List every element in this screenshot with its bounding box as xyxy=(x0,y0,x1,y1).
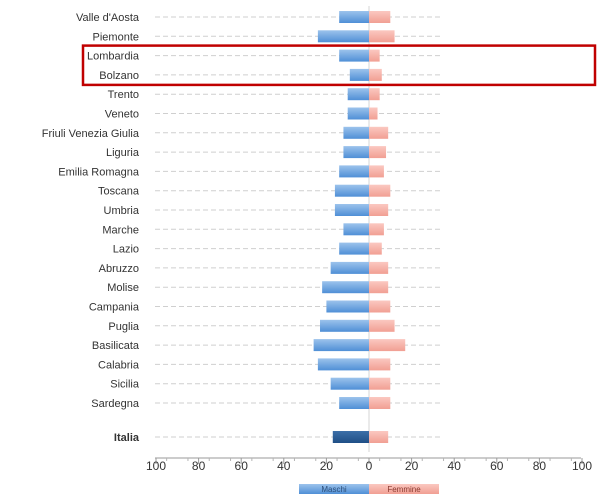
bar-maschi xyxy=(343,126,369,139)
x-tick-label: 0 xyxy=(366,459,373,473)
category-label: Emilia Romagna xyxy=(58,166,140,178)
bar-maschi xyxy=(339,165,369,178)
bar-maschi xyxy=(339,242,369,255)
bar-maschi xyxy=(334,204,369,216)
x-tick-label: 20 xyxy=(320,459,334,473)
bar-femmine xyxy=(369,300,391,313)
bar-maschi xyxy=(349,68,369,81)
bar-maschi xyxy=(326,300,369,313)
category-label: Lazio xyxy=(113,244,139,256)
category-label: Puglia xyxy=(108,321,139,333)
legend-swatch-maschi xyxy=(299,484,369,494)
x-tick-label: 80 xyxy=(533,459,547,473)
bar-maschi xyxy=(322,281,369,294)
category-label: Friuli Venezia Giulia xyxy=(42,128,140,140)
bar-maschi xyxy=(320,319,369,332)
category-label: Liguria xyxy=(106,147,140,159)
bar-maschi xyxy=(334,184,369,197)
bar-femmine xyxy=(369,11,391,23)
bar-femmine xyxy=(369,223,384,236)
bar-maschi xyxy=(317,30,369,43)
legend-swatch-femmine xyxy=(369,484,439,494)
category-label: Veneto xyxy=(105,109,139,121)
x-tick-label: 40 xyxy=(277,459,291,473)
bar-femmine xyxy=(369,146,387,159)
legend-label-femmine: Femmine xyxy=(387,485,421,494)
bar-maschi xyxy=(330,377,369,390)
bar-femmine xyxy=(369,88,380,101)
legend-label-maschi: Maschi xyxy=(321,485,347,494)
bar-maschi xyxy=(347,88,369,101)
bar-maschi xyxy=(317,358,369,371)
category-label: Abruzzo xyxy=(99,263,139,275)
bar-maschi xyxy=(343,146,369,159)
bar-femmine xyxy=(369,339,406,352)
category-label: Bolzano xyxy=(99,70,139,82)
bar-maschi xyxy=(339,11,369,23)
category-label: Toscana xyxy=(98,186,140,198)
category-label: Trento xyxy=(108,89,139,101)
x-tick-label: 60 xyxy=(235,459,249,473)
bar-femmine xyxy=(369,126,389,139)
bar-maschi xyxy=(332,431,369,443)
category-label: Italia xyxy=(114,432,140,444)
bar-femmine xyxy=(369,319,395,332)
category-label: Molise xyxy=(107,282,139,294)
bar-maschi xyxy=(330,261,369,274)
bar-femmine xyxy=(369,261,389,274)
bar-femmine xyxy=(369,184,391,197)
x-tick-label: 60 xyxy=(490,459,504,473)
bar-maschi xyxy=(339,397,369,409)
bar-femmine xyxy=(369,431,389,443)
bar-maschi xyxy=(343,223,369,236)
bar-maschi xyxy=(347,107,369,120)
bar-femmine xyxy=(369,165,384,178)
bar-femmine xyxy=(369,204,389,216)
category-label: Marche xyxy=(102,224,139,236)
x-tick-label: 20 xyxy=(405,459,419,473)
x-tick-label: 40 xyxy=(448,459,462,473)
bar-femmine xyxy=(369,397,391,409)
x-tick-label: 80 xyxy=(192,459,206,473)
bar-femmine xyxy=(369,358,391,371)
bar-femmine xyxy=(369,107,378,120)
category-label: Basilicata xyxy=(92,340,140,352)
highlight-box xyxy=(81,44,597,87)
category-label: Umbria xyxy=(104,205,140,217)
category-label: Sardegna xyxy=(91,398,140,410)
bar-maschi xyxy=(339,49,369,62)
bar-femmine xyxy=(369,30,395,43)
bar-femmine xyxy=(369,377,391,390)
bar-femmine xyxy=(369,49,380,62)
x-tick-label: 100 xyxy=(146,459,166,473)
x-tick-label: 100 xyxy=(572,459,592,473)
category-label: Calabria xyxy=(98,359,140,371)
bar-femmine xyxy=(369,68,382,81)
category-label: Campania xyxy=(89,302,140,314)
bar-femmine xyxy=(369,242,382,255)
bar-maschi xyxy=(313,339,369,352)
category-label: Sicilia xyxy=(110,379,140,391)
category-label: Piemonte xyxy=(93,31,139,43)
bar-femmine xyxy=(369,281,389,294)
category-label: Valle d'Aosta xyxy=(76,12,140,24)
category-label: Lombardia xyxy=(87,51,140,63)
